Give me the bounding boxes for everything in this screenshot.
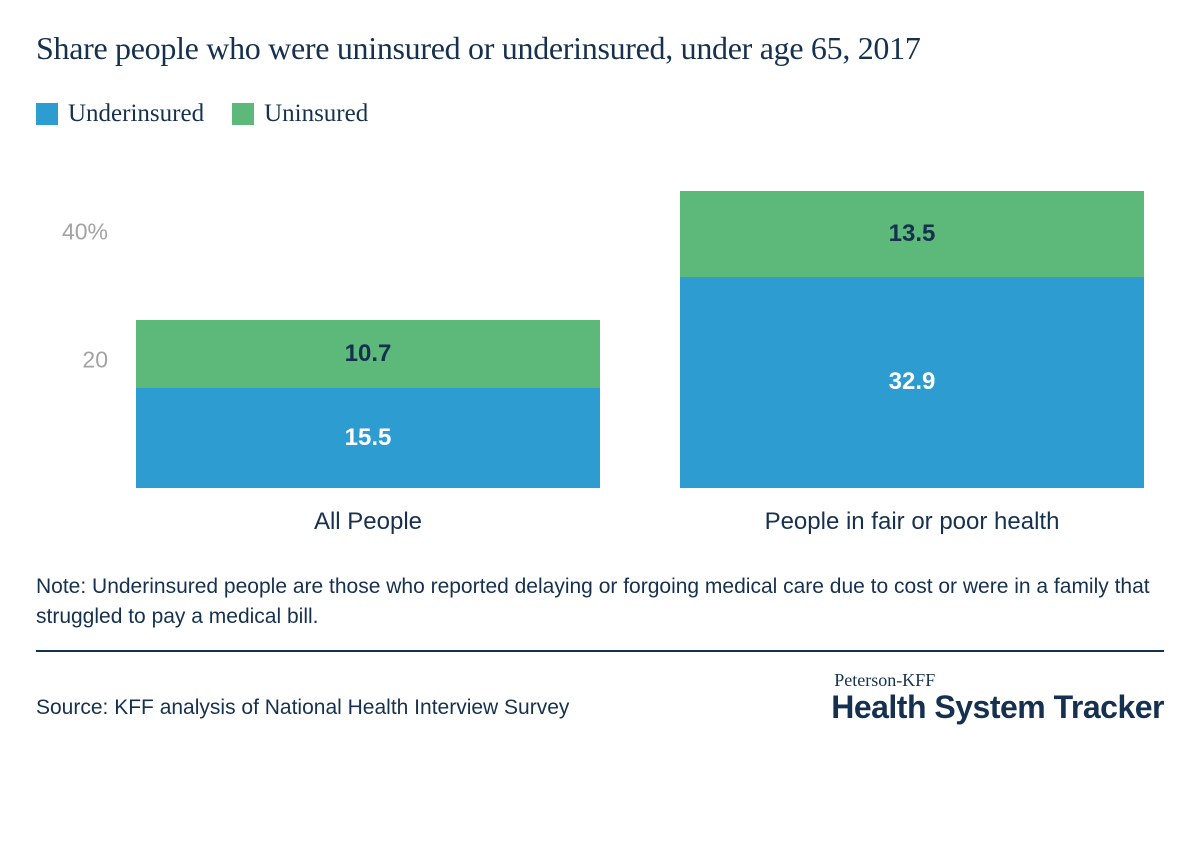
x-label-poor-health: People in fair or poor health bbox=[680, 508, 1144, 536]
chart-note: Note: Underinsured people are those who … bbox=[36, 572, 1164, 653]
legend-item-uninsured: Uninsured bbox=[232, 100, 368, 128]
y-tick-20: 20 bbox=[82, 346, 108, 373]
chart-area: 40% 20 15.5 10.7 32.9 13.5 bbox=[36, 168, 1164, 488]
legend: Underinsured Uninsured bbox=[36, 100, 1164, 128]
stack-all-people: 15.5 10.7 bbox=[136, 320, 600, 488]
segment-poor-underinsured: 32.9 bbox=[680, 277, 1144, 488]
x-label-all-people: All People bbox=[136, 508, 600, 536]
x-axis-labels: All People People in fair or poor health bbox=[36, 508, 1164, 536]
footer: Source: KFF analysis of National Health … bbox=[36, 670, 1164, 726]
y-tick-40: 40% bbox=[62, 218, 108, 245]
legend-label-uninsured: Uninsured bbox=[264, 100, 368, 128]
y-axis: 40% 20 bbox=[36, 168, 126, 488]
chart-title: Share people who were uninsured or under… bbox=[36, 28, 1164, 70]
legend-swatch-underinsured bbox=[36, 103, 58, 125]
logo: Peterson-KFF Health System Tracker bbox=[831, 670, 1164, 726]
logo-bottom-line: Health System Tracker bbox=[831, 689, 1164, 726]
plot: 15.5 10.7 32.9 13.5 bbox=[126, 168, 1164, 488]
legend-label-underinsured: Underinsured bbox=[68, 100, 204, 128]
legend-swatch-uninsured bbox=[232, 103, 254, 125]
segment-all-uninsured: 10.7 bbox=[136, 320, 600, 388]
segment-poor-uninsured: 13.5 bbox=[680, 191, 1144, 277]
segment-all-underinsured: 15.5 bbox=[136, 388, 600, 487]
source-text: Source: KFF analysis of National Health … bbox=[36, 696, 569, 726]
bar-all-people: 15.5 10.7 bbox=[136, 168, 600, 488]
stack-poor-health: 32.9 13.5 bbox=[680, 191, 1144, 488]
legend-item-underinsured: Underinsured bbox=[36, 100, 204, 128]
logo-top-line: Peterson-KFF bbox=[831, 670, 1164, 691]
bar-poor-health: 32.9 13.5 bbox=[680, 168, 1144, 488]
